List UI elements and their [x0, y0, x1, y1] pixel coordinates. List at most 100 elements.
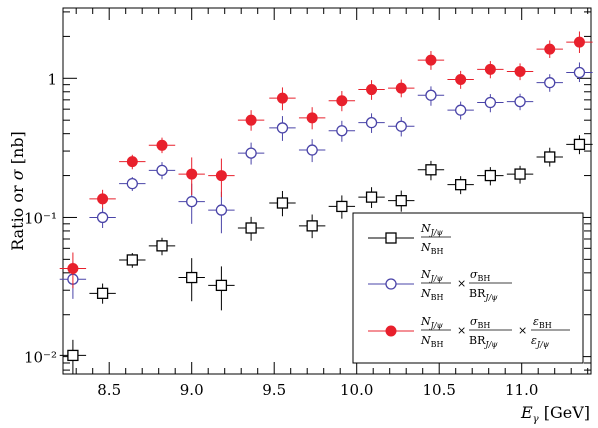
- data-point: [566, 62, 593, 83]
- open-circle-marker: [156, 164, 168, 177]
- square-marker: [245, 222, 257, 234]
- square-marker: [306, 220, 318, 232]
- filled-circle-marker: [425, 54, 437, 66]
- filled-circle-marker: [156, 139, 168, 151]
- open-circle-marker: [126, 177, 138, 190]
- square-marker: [395, 195, 407, 207]
- data-point: [89, 189, 116, 209]
- svg-text:σBH: σBH: [470, 268, 490, 283]
- data-point: [298, 107, 326, 130]
- data-point: [148, 162, 176, 180]
- data-point: [506, 165, 534, 184]
- data-point: [536, 147, 563, 167]
- data-point: [417, 160, 445, 181]
- svg-text:BRJ/ψ: BRJ/ψ: [469, 334, 498, 349]
- svg-text:×: ×: [518, 324, 527, 337]
- series-3: [59, 31, 593, 289]
- legend-entry-ratio: NJ/ψ NBH: [368, 222, 451, 256]
- data-point: [536, 74, 563, 92]
- square-marker: [514, 168, 526, 180]
- svg-text:×: ×: [457, 277, 466, 290]
- filled-circle-marker: [544, 43, 556, 55]
- open-circle-marker: [484, 96, 497, 109]
- data-point: [208, 158, 235, 198]
- data-point: [566, 135, 593, 155]
- open-circle-marker: [276, 122, 289, 134]
- square-marker: [484, 169, 497, 182]
- filled-circle-marker: [245, 114, 257, 126]
- filled-circle-marker: [276, 92, 288, 104]
- data-point: [119, 177, 146, 191]
- data-point: [358, 113, 385, 133]
- square-marker: [365, 191, 378, 203]
- filled-circle-marker: [336, 95, 348, 107]
- data-point: [477, 61, 504, 79]
- x-tick-label: 11.0: [505, 381, 538, 399]
- square-marker: [215, 279, 228, 292]
- filled-circle-marker: [573, 36, 585, 48]
- data-point: [477, 94, 504, 113]
- data-point: [328, 195, 356, 219]
- svg-text:NBH: NBH: [420, 334, 444, 349]
- x-tick-label: 8.5: [97, 381, 121, 399]
- legend-label-corrected: NJ/ψ NBH × σBH BRJ/ψ × εBH εJ/ψ: [420, 315, 570, 349]
- svg-text:NJ/ψ: NJ/ψ: [420, 222, 444, 237]
- data-point: [59, 339, 87, 374]
- data-point: [178, 157, 205, 195]
- y-axis-label: Ratio or σ [nb]: [8, 131, 27, 251]
- data-point: [417, 86, 445, 106]
- square-marker: [67, 349, 79, 362]
- svg-text:εJ/ψ: εJ/ψ: [531, 334, 550, 349]
- filled-circle-marker: [215, 170, 227, 182]
- y-tick-label: 10⁻²: [24, 349, 57, 367]
- filled-circle-marker: [97, 193, 109, 205]
- legend-filled-circle-marker: [385, 325, 397, 337]
- data-point: [269, 116, 296, 141]
- square-marker: [96, 287, 109, 299]
- filled-circle-marker: [186, 168, 198, 180]
- data-point: [298, 139, 326, 163]
- square-marker: [544, 151, 556, 163]
- data-point: [269, 190, 296, 217]
- svg-text:BRJ/ψ: BRJ/ψ: [469, 287, 498, 302]
- series-2: [59, 62, 593, 299]
- legend-entry-corrected: NJ/ψ NBH × σBH BRJ/ψ × εBH εJ/ψ: [368, 315, 570, 349]
- open-circle-marker: [425, 89, 437, 101]
- square-marker: [573, 138, 586, 151]
- legend-square-marker: [385, 232, 397, 244]
- data-point: [269, 87, 296, 111]
- data-point: [358, 80, 385, 100]
- open-circle-marker: [514, 95, 526, 108]
- x-tick-label: 10.5: [422, 381, 455, 399]
- data-point: [447, 176, 474, 195]
- data-point: [388, 190, 415, 212]
- square-marker: [336, 200, 348, 213]
- legend-label-ratio: NJ/ψ NBH: [420, 222, 451, 256]
- data-series: [59, 31, 593, 374]
- svg-text:σBH: σBH: [470, 315, 490, 330]
- data-point: [237, 142, 265, 165]
- data-point: [447, 101, 474, 120]
- data-point: [328, 120, 356, 142]
- y-tick-label: 1: [47, 70, 57, 88]
- open-circle-marker: [306, 144, 318, 156]
- data-point: [119, 154, 146, 170]
- open-circle-marker: [573, 66, 586, 79]
- data-point: [59, 252, 87, 289]
- data-point: [208, 191, 235, 234]
- square-marker: [126, 254, 138, 266]
- square-marker: [156, 240, 168, 252]
- data-point: [328, 91, 356, 112]
- x-tick-label: 10.0: [340, 381, 373, 399]
- svg-text:NJ/ψ: NJ/ψ: [420, 315, 444, 330]
- data-point: [148, 137, 176, 154]
- y-tick-label: 10⁻¹: [24, 209, 57, 227]
- data-point: [89, 283, 116, 304]
- filled-circle-marker: [395, 82, 407, 94]
- filled-circle-marker: [366, 84, 378, 96]
- data-point: [89, 207, 116, 228]
- x-axis-label: Eγ [GeV]: [520, 403, 590, 425]
- svg-text:×: ×: [457, 324, 466, 337]
- data-point: [298, 214, 326, 239]
